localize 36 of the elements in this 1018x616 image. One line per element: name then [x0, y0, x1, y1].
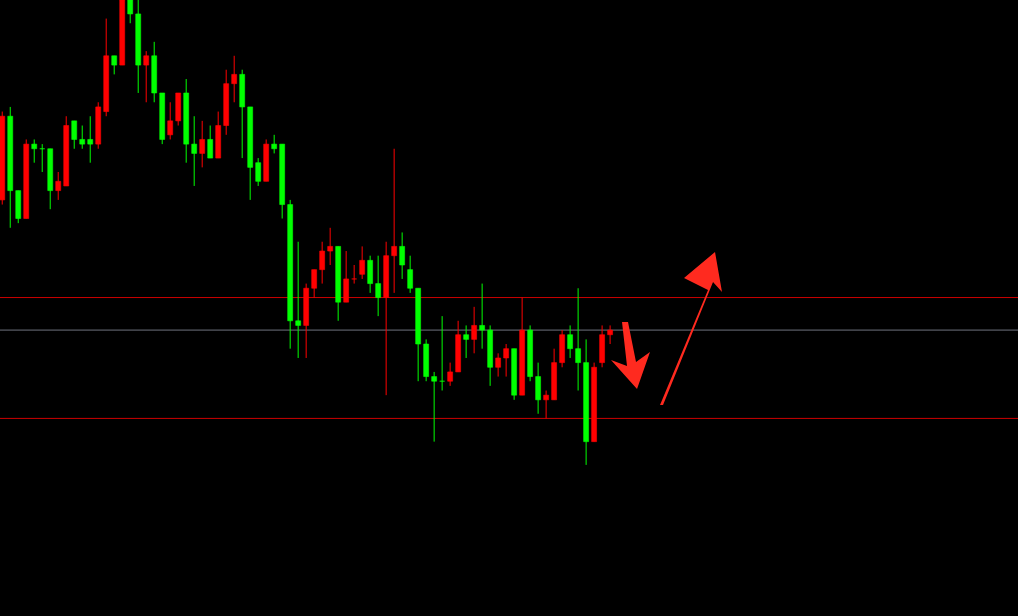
- candlestick: [295, 241, 301, 359]
- candlestick: [567, 324, 573, 359]
- candlestick: [575, 287, 581, 392]
- candlestick: [351, 264, 357, 285]
- candlestick: [127, 0, 133, 24]
- candlestick: [143, 50, 149, 103]
- candlestick: [55, 171, 62, 201]
- candlestick: [231, 55, 237, 103]
- candlestick: [367, 255, 373, 294]
- candlestick: [207, 125, 213, 159]
- candlestick: [199, 120, 205, 168]
- candlestick: [431, 371, 437, 443]
- candlestick: [607, 324, 613, 345]
- candlestick: [191, 115, 197, 187]
- candlestick: [535, 362, 541, 415]
- candlestick: [463, 324, 469, 359]
- candlestick: [255, 157, 261, 187]
- candlestick: [31, 138, 38, 164]
- candlestick: [71, 120, 77, 150]
- candlestick: [167, 101, 173, 140]
- candlestick: [327, 227, 333, 266]
- candlestick: [375, 255, 381, 317]
- candlestick: [495, 352, 501, 378]
- candlestick: [111, 55, 117, 75]
- candlestick: [447, 362, 453, 387]
- candlestick: [407, 255, 413, 294]
- candlestick: [319, 241, 325, 285]
- candlestick: [391, 148, 397, 294]
- candlestick: [87, 115, 93, 164]
- candlestick: [359, 245, 365, 280]
- candlestick: [271, 134, 277, 154]
- candlestick: [479, 283, 485, 350]
- candlestick: [503, 343, 509, 378]
- candlestick: [471, 306, 477, 354]
- candlestick: [399, 231, 405, 280]
- candlestick: [79, 125, 85, 150]
